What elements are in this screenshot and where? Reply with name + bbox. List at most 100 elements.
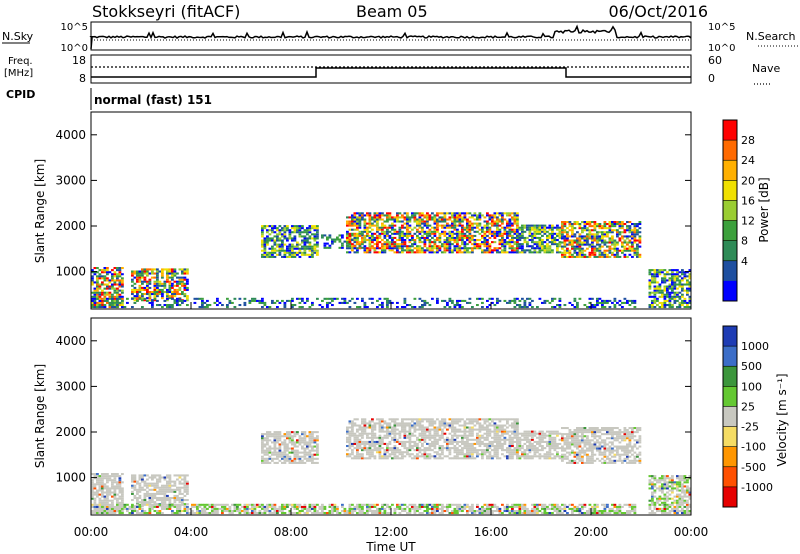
echo-cell (286, 251, 289, 254)
echo-cell (601, 299, 604, 302)
echo-cell (526, 224, 529, 227)
echo-cell (166, 274, 169, 277)
echo-cell (363, 440, 367, 443)
echo-cell (586, 221, 589, 224)
echo-cell (281, 299, 284, 302)
echo-cell (593, 304, 597, 307)
echo-cell (418, 297, 422, 300)
echo-cell (668, 304, 672, 307)
echo-cell (283, 251, 287, 254)
echo-cell (171, 484, 174, 487)
echo-cell (328, 236, 332, 239)
echo-cell (368, 216, 372, 219)
echo-cell (573, 247, 577, 250)
echo-cell (506, 232, 509, 235)
echo-cell (206, 507, 209, 510)
echo-cell (233, 510, 237, 513)
echo-cell (398, 239, 402, 242)
echo-cell (476, 510, 479, 513)
echo-cell (606, 249, 609, 252)
echo-cell (541, 247, 544, 250)
echo-cell (568, 243, 572, 246)
echo-cell (356, 236, 359, 239)
echo-cell (396, 247, 399, 250)
echo-cell (278, 505, 282, 508)
echo-cell (613, 223, 617, 226)
echo-cell (613, 221, 617, 224)
echo-cell (356, 445, 359, 448)
echo-cell (421, 428, 424, 431)
echo-cell (408, 218, 412, 221)
echo-cell (266, 431, 269, 434)
echo-cell (551, 249, 554, 252)
echo-cell (481, 505, 484, 508)
echo-cell (293, 255, 297, 258)
echo-cell (171, 293, 174, 296)
echo-cell (551, 230, 554, 233)
echo-cell (186, 490, 189, 493)
echo-cell (103, 503, 107, 506)
echo-cell (618, 239, 622, 242)
echo-cell (91, 299, 94, 302)
freq-left-tick-top: 18 (72, 54, 86, 67)
echo-cell (266, 235, 269, 238)
echo-cell (383, 442, 387, 445)
echo-cell (488, 243, 492, 246)
echo-cell (453, 220, 457, 223)
echo-cell (633, 299, 637, 302)
echo-cell (163, 499, 167, 502)
echo-cell (416, 457, 419, 460)
echo-cell (461, 218, 464, 221)
echo-cell (241, 505, 244, 508)
echo-cell (163, 503, 167, 506)
echo-cell (461, 241, 464, 244)
echo-cell (351, 224, 354, 227)
echo-cell (308, 237, 312, 240)
echo-cell (678, 306, 682, 309)
echo-cell (351, 424, 354, 427)
echo-cell (101, 479, 104, 482)
echo-cell (658, 289, 662, 292)
echo-cell (326, 236, 329, 239)
echo-cell (138, 503, 142, 506)
echo-cell (616, 249, 619, 252)
echo-cell (268, 512, 272, 515)
echo-cell (93, 297, 97, 300)
echo-cell (311, 449, 314, 452)
echo-cell (378, 422, 382, 425)
echo-cell (456, 236, 459, 239)
echo-cell (423, 222, 427, 225)
echo-cell (386, 243, 389, 246)
echo-cell (593, 235, 597, 238)
echo-cell (396, 218, 399, 221)
echo-cell (303, 439, 307, 442)
echo-cell (161, 484, 164, 487)
echo-cell (228, 510, 232, 513)
echo-cell (353, 438, 357, 441)
echo-cell (523, 512, 527, 515)
echo-cell (638, 221, 642, 224)
echo-cell (608, 251, 612, 254)
echo-cell (301, 451, 304, 454)
echo-cell (426, 216, 429, 219)
echo-cell (361, 297, 364, 300)
echo-cell (533, 510, 537, 513)
echo-cell (313, 505, 317, 508)
echo-cell (158, 270, 162, 273)
echo-cell (173, 474, 177, 477)
echo-cell (131, 284, 134, 287)
echo-cell (428, 218, 432, 221)
echo-cell (398, 234, 402, 237)
echo-cell (348, 222, 352, 225)
echo-cell (381, 226, 384, 229)
echo-cell (383, 297, 387, 300)
echo-cell (583, 253, 587, 256)
echo-cell (381, 505, 384, 508)
echo-cell (321, 505, 324, 508)
echo-cell (613, 297, 617, 300)
echo-cell (593, 503, 597, 506)
echo-cell (508, 220, 512, 223)
echo-cell (231, 512, 234, 515)
echo-cell (436, 228, 439, 231)
echo-cell (308, 255, 312, 258)
